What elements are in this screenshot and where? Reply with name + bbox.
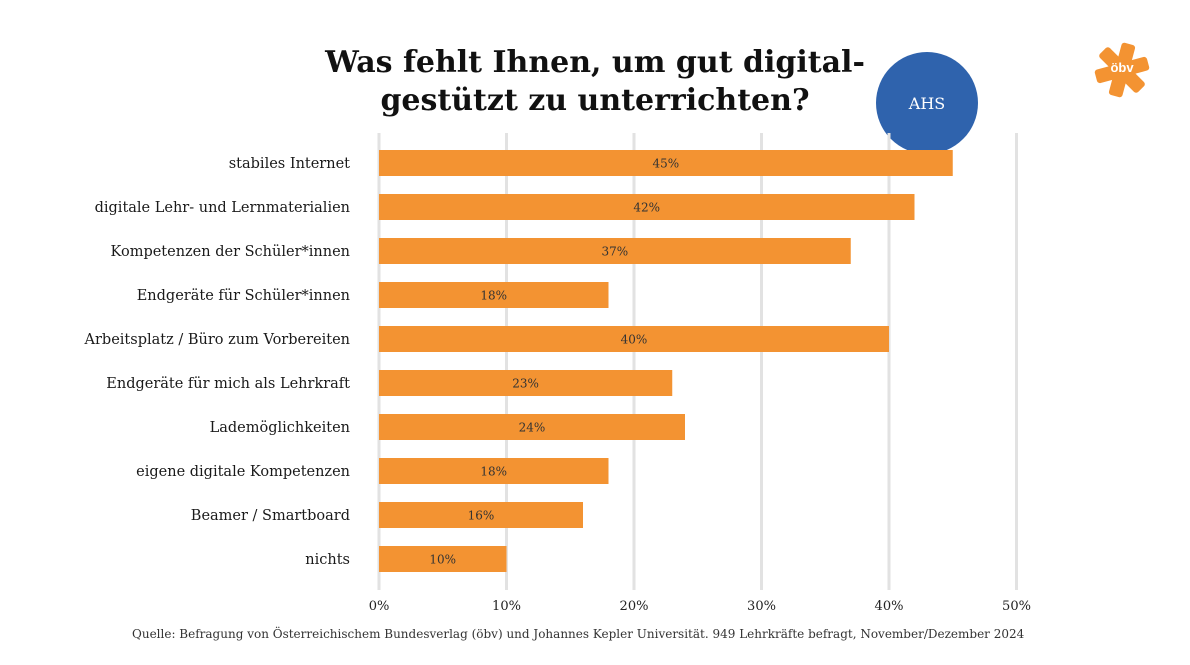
category-label: eigene digitale Kompetenzen	[136, 464, 350, 480]
star-logo-icon	[1094, 42, 1150, 98]
x-tick-label: 0%	[369, 599, 390, 614]
bar-value-label: 18%	[480, 289, 507, 303]
bar	[379, 370, 673, 396]
bar	[379, 502, 583, 528]
bar-value-label: 16%	[468, 509, 495, 523]
x-tick-label: 50%	[1002, 599, 1031, 614]
bar	[379, 458, 609, 484]
x-tick-label: 30%	[747, 599, 776, 614]
category-label: nichts	[305, 552, 350, 568]
category-label: Endgeräte für Schüler*innen	[137, 288, 350, 304]
category-label: digitale Lehr- und Lernmaterialien	[95, 200, 350, 216]
bar	[379, 238, 851, 264]
logo-text: öbv	[1110, 60, 1134, 75]
bar-value-label: 10%	[429, 553, 456, 567]
bar-value-label: 23%	[512, 377, 539, 391]
chart-title: Was fehlt Ihnen, um gut digital-gestützt…	[325, 45, 865, 118]
category-label: Endgeräte für mich als Lehrkraft	[106, 376, 350, 392]
bar	[379, 194, 915, 220]
category-label: Lademöglichkeiten	[210, 420, 350, 436]
bar	[379, 414, 685, 440]
ahs-badge: AHS	[876, 52, 978, 154]
bar	[379, 150, 953, 176]
bar-value-label: 37%	[602, 245, 629, 259]
source-note: Quelle: Befragung von Österreichischem B…	[132, 627, 1025, 641]
x-tick-label: 20%	[620, 599, 649, 614]
bar	[379, 326, 889, 352]
bar-value-label: 45%	[653, 157, 680, 171]
bar	[379, 282, 609, 308]
bar-value-label: 18%	[480, 465, 507, 479]
bar-value-label: 40%	[621, 333, 648, 347]
x-tick-label: 40%	[875, 599, 904, 614]
category-label: Kompetenzen der Schüler*innen	[111, 244, 350, 260]
category-label: stabiles Internet	[229, 156, 350, 172]
category-label: Beamer / Smartboard	[191, 508, 350, 524]
bar	[379, 546, 507, 572]
bar-value-label: 24%	[519, 421, 546, 435]
bar-value-label: 42%	[633, 201, 660, 215]
x-tick-label: 10%	[492, 599, 521, 614]
category-label: Arbeitsplatz / Büro zum Vorbereiten	[84, 332, 350, 348]
